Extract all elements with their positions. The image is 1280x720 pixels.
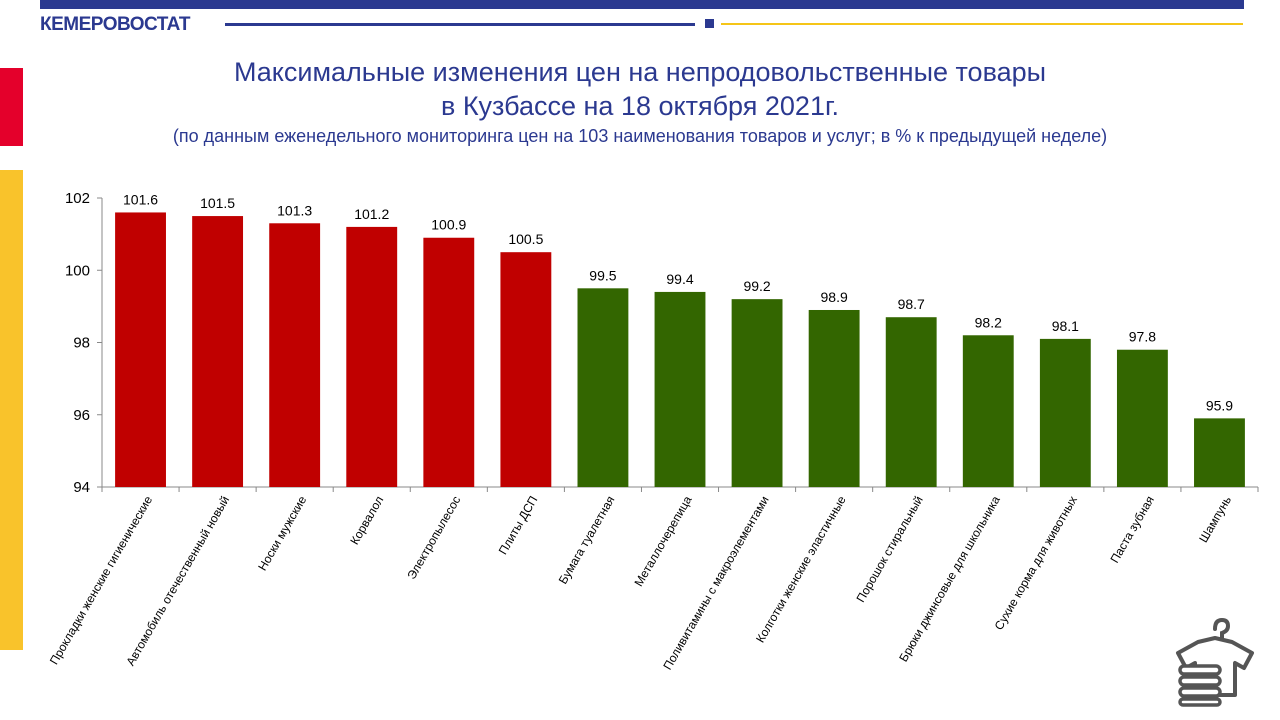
x-tick-label: Сухие корма для животных — [992, 494, 1080, 633]
x-tick-label: Шампунь — [1196, 494, 1234, 545]
x-tick-label: Носки мужские — [255, 493, 309, 573]
x-tick-label: Металлочерепица — [631, 493, 694, 589]
bar — [654, 291, 706, 487]
bar — [1194, 418, 1245, 487]
x-tick-label: Плиты ДСП — [496, 494, 541, 557]
x-tick-label: Колготки женские эластичные — [753, 493, 849, 645]
x-tick-label: Порошок стиральный — [854, 493, 926, 604]
y-tick-label: 96 — [73, 407, 90, 424]
bar — [577, 288, 629, 487]
data-label: 98.1 — [1052, 318, 1079, 334]
data-label: 101.6 — [123, 191, 158, 207]
header-divider-yellow — [721, 23, 1243, 25]
data-label: 98.9 — [821, 289, 848, 305]
data-label: 99.4 — [666, 271, 693, 287]
brand-logo-text: КЕМЕРОВОСТАТ — [40, 14, 191, 35]
bar — [346, 226, 398, 487]
chart-title-line1: Максимальные изменения цен на непродовол… — [233, 57, 1047, 87]
data-label: 101.5 — [200, 195, 235, 211]
header-top-bar — [40, 0, 1244, 9]
bar — [423, 237, 475, 487]
bar — [962, 335, 1014, 487]
x-tick-label: Бумага туалетная — [556, 494, 618, 587]
bar — [500, 252, 552, 487]
bar — [192, 216, 244, 487]
chart-title-line2: в Кузбассе на 18 октября 2021г. — [440, 91, 840, 121]
y-tick-label: 102 — [65, 190, 90, 207]
data-label: 97.8 — [1129, 329, 1156, 345]
bar — [269, 223, 321, 487]
bar — [1116, 349, 1168, 487]
data-label: 100.5 — [508, 231, 543, 247]
clothes-hanger-shirt-icon — [1170, 615, 1262, 707]
x-tick-label: Паста зубная — [1107, 494, 1157, 566]
header-divider-square — [705, 19, 714, 28]
data-label: 99.5 — [589, 267, 616, 283]
x-tick-label: Корвалол — [347, 494, 386, 548]
bar — [115, 212, 166, 487]
y-tick-label: 98 — [73, 335, 90, 352]
data-label: 95.9 — [1206, 397, 1233, 413]
header-divider-blue — [225, 23, 695, 26]
y-tick-label: 100 — [65, 262, 90, 279]
data-label: 101.2 — [354, 206, 389, 222]
side-accent-red — [0, 68, 23, 146]
data-label: 99.2 — [743, 278, 770, 294]
data-label: 98.7 — [898, 296, 925, 312]
chart-subtitle: (по данным еженедельного мониторинга цен… — [172, 126, 1108, 146]
data-label: 100.9 — [431, 217, 466, 233]
side-accent-yellow — [0, 170, 23, 650]
x-tick-label: Электропылесос — [404, 494, 463, 582]
bar — [808, 309, 860, 487]
data-label: 98.2 — [975, 314, 1002, 330]
data-label: 101.3 — [277, 202, 312, 218]
y-tick-label: 94 — [73, 479, 90, 496]
bar — [731, 299, 783, 487]
bar — [1039, 338, 1091, 487]
bar — [885, 317, 937, 487]
